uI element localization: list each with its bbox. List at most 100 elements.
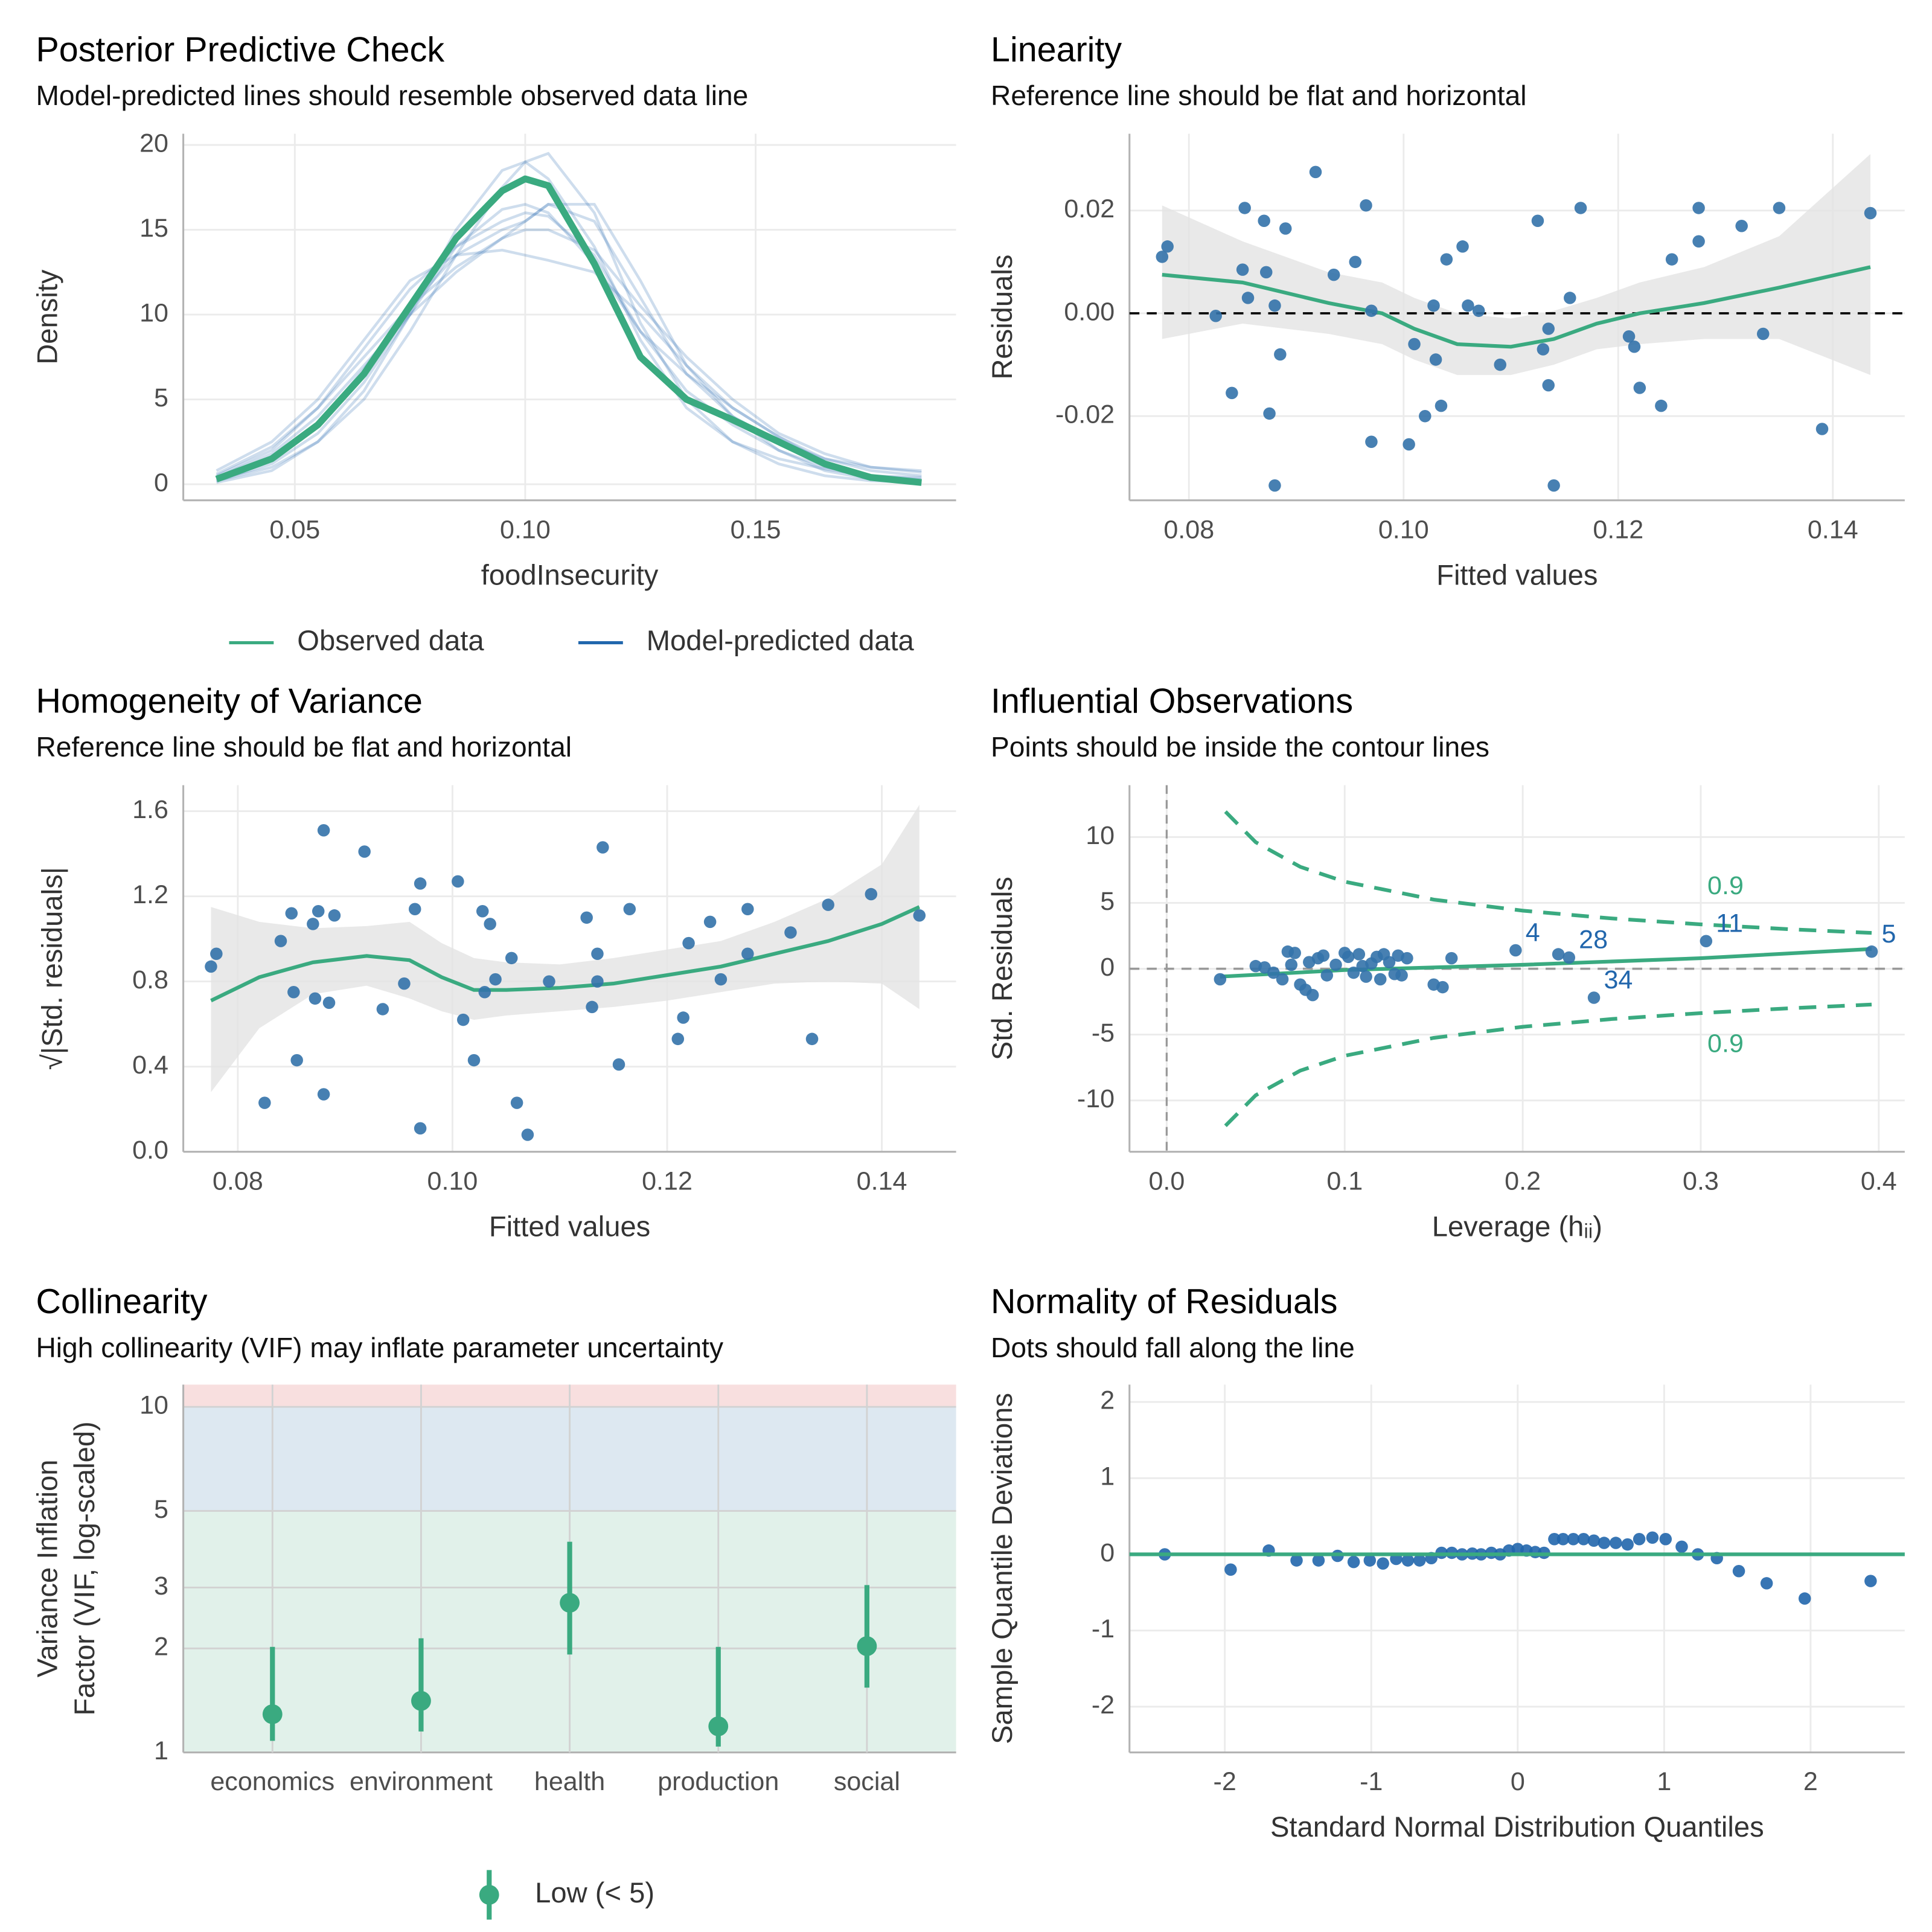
y-tick-label: 1	[1100, 1462, 1115, 1491]
data-point	[1419, 409, 1431, 423]
data-point	[1646, 1531, 1659, 1544]
data-point	[1403, 438, 1415, 451]
y-tick-label: -5	[1092, 1019, 1115, 1048]
data-point	[591, 975, 604, 988]
vif-point	[857, 1636, 877, 1656]
x-tick-label: -1	[1360, 1767, 1383, 1796]
data-point	[1263, 407, 1276, 420]
y-tick-label: -0.02	[1055, 400, 1115, 429]
data-point	[1547, 479, 1560, 492]
data-point	[478, 985, 491, 999]
panel-title: Collinearity	[36, 1282, 207, 1321]
data-point	[285, 907, 298, 920]
y-axis-label: Density	[31, 269, 63, 365]
data-point	[1395, 969, 1408, 982]
data-point	[1363, 1554, 1377, 1567]
data-point	[1462, 299, 1474, 312]
y-tick-label: 0	[1100, 953, 1115, 982]
data-point	[1509, 944, 1522, 957]
predicted-line	[216, 228, 922, 476]
predicted-line	[216, 160, 922, 484]
data-point	[1236, 263, 1249, 276]
y-tick-label: 1	[154, 1736, 168, 1765]
data-point	[805, 1032, 819, 1046]
data-point	[1472, 304, 1485, 317]
x-tick-label: 0.15	[731, 515, 781, 544]
x-axis-label: Leverage (hᵢᵢ)	[1432, 1210, 1602, 1242]
data-point	[312, 904, 325, 918]
data-point	[1259, 266, 1273, 279]
data-point	[1542, 379, 1555, 392]
data-point	[1665, 253, 1678, 266]
data-point	[1567, 1532, 1580, 1546]
x-tick-label: 0.10	[427, 1166, 478, 1195]
data-point	[1429, 353, 1442, 366]
data-point	[543, 975, 555, 988]
x-tick-label: 0.05	[269, 515, 320, 544]
x-tick-label: 0.08	[1163, 515, 1214, 544]
data-point	[1274, 348, 1287, 361]
data-point	[1285, 958, 1298, 971]
data-point	[1633, 1532, 1646, 1546]
data-point	[1360, 199, 1372, 212]
legend-label: Observed data	[297, 624, 484, 656]
data-point	[822, 898, 834, 911]
data-point	[1347, 966, 1360, 979]
data-point	[703, 915, 717, 929]
data-point	[1574, 202, 1587, 214]
y-tick-label: -10	[1077, 1084, 1115, 1113]
data-point	[476, 904, 489, 918]
data-point	[1238, 202, 1251, 214]
data-point	[1556, 1532, 1570, 1546]
data-point	[1276, 973, 1289, 986]
legend-key	[479, 1885, 499, 1905]
y-tick-label: 2	[1100, 1386, 1115, 1415]
data-point	[210, 947, 223, 961]
y-axis-label: Factor (VIF, log-scaled)	[68, 1421, 100, 1715]
data-point	[1156, 251, 1169, 263]
data-point	[1577, 1532, 1590, 1546]
data-point	[287, 985, 300, 999]
y-tick-label: 15	[139, 214, 168, 243]
data-point	[1342, 950, 1355, 964]
data-point	[1306, 988, 1319, 1002]
y-tick-label: 20	[139, 129, 168, 158]
data-point	[1383, 956, 1396, 968]
x-tick-label: 0.14	[857, 1166, 907, 1195]
data-point	[414, 1122, 427, 1135]
data-point	[1290, 1554, 1303, 1567]
data-point	[1542, 322, 1555, 335]
data-point	[1329, 958, 1342, 971]
data-point	[1268, 479, 1281, 492]
data-point	[1268, 299, 1281, 312]
panel-subtitle: Points should be inside the contour line…	[991, 731, 1489, 763]
vif-point	[708, 1716, 729, 1736]
data-point	[1494, 358, 1506, 371]
data-point	[376, 1003, 389, 1016]
data-point	[1241, 292, 1255, 304]
data-point	[1756, 327, 1770, 341]
x-axis-label: Fitted values	[489, 1210, 650, 1242]
data-point	[484, 918, 496, 930]
data-point	[865, 888, 878, 901]
y-axis-label: √|Std. residuals|	[36, 867, 68, 1070]
data-point	[623, 903, 636, 915]
data-point	[1436, 980, 1449, 994]
x-tick-label: health	[534, 1767, 605, 1796]
data-point	[1435, 399, 1448, 412]
data-point	[784, 926, 797, 939]
data-point	[414, 877, 427, 890]
data-point	[307, 918, 319, 930]
data-point	[1408, 337, 1421, 351]
observed-line	[215, 175, 922, 486]
data-point	[408, 903, 421, 915]
data-point	[1427, 299, 1440, 312]
data-point	[597, 841, 609, 854]
data-point	[1864, 1575, 1877, 1587]
legend-label: Low (< 5)	[535, 1876, 654, 1908]
data-point	[1732, 1564, 1745, 1578]
x-tick-label: 0.14	[1808, 515, 1858, 544]
data-point	[456, 1013, 470, 1026]
x-tick-label: 0.3	[1683, 1166, 1719, 1195]
